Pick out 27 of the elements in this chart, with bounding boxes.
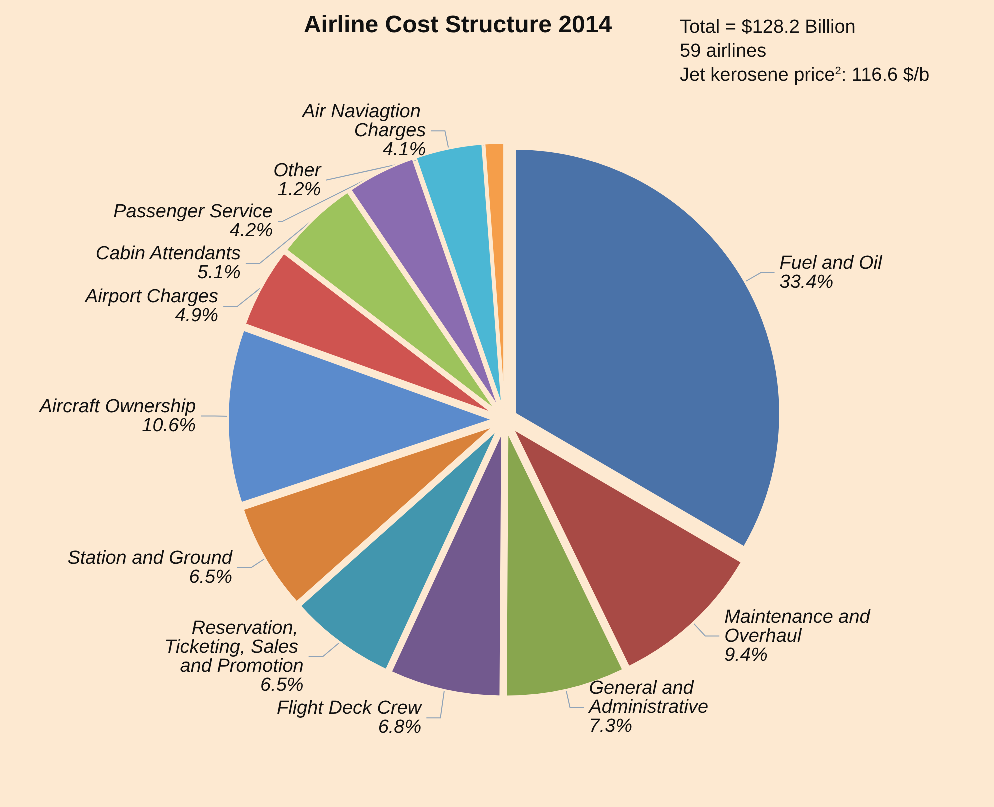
text: 59 airlines <box>680 41 767 62</box>
slice-label: Station and Ground <box>68 548 234 569</box>
data-label: 4.1% <box>382 140 426 161</box>
text: Total = $128.2 Billion <box>680 17 856 38</box>
slice-label: General and Administrative <box>588 678 709 718</box>
slice-label: Other <box>274 160 322 182</box>
data-label: 5.1% <box>198 262 242 284</box>
data-label: 6.5% <box>189 566 233 588</box>
data-label: 1.2% <box>278 179 322 200</box>
slice-label: Flight Deck Crew <box>276 698 423 720</box>
data-label: 10.6% <box>142 415 196 436</box>
data-label: 4.2% <box>230 220 274 242</box>
data-label: 6.8% <box>378 717 422 738</box>
slice-label: Reservation, Ticketing, Sales and Promotion <box>164 618 304 678</box>
slice-label: Aircraft Ownership <box>38 396 196 418</box>
slice-label: Cabin Attendants <box>96 244 242 265</box>
data-label: 7.3% <box>589 716 633 738</box>
slice-label: Airport Charges <box>84 286 220 308</box>
slice-label: Passenger Service <box>114 202 274 223</box>
data-label: 4.9% <box>175 306 219 327</box>
data-label: 33.4% <box>780 272 834 294</box>
data-label: 9.4% <box>724 644 768 666</box>
slice-label: Air Naviagtion Charges <box>302 102 427 142</box>
slice-label: Fuel and Oil <box>780 253 884 274</box>
data-label: 6.5% <box>260 675 304 696</box>
slice-label: Maintenance and Overhaul <box>724 606 876 647</box>
chart-title: Airline Cost Structure 2014 <box>304 12 613 38</box>
